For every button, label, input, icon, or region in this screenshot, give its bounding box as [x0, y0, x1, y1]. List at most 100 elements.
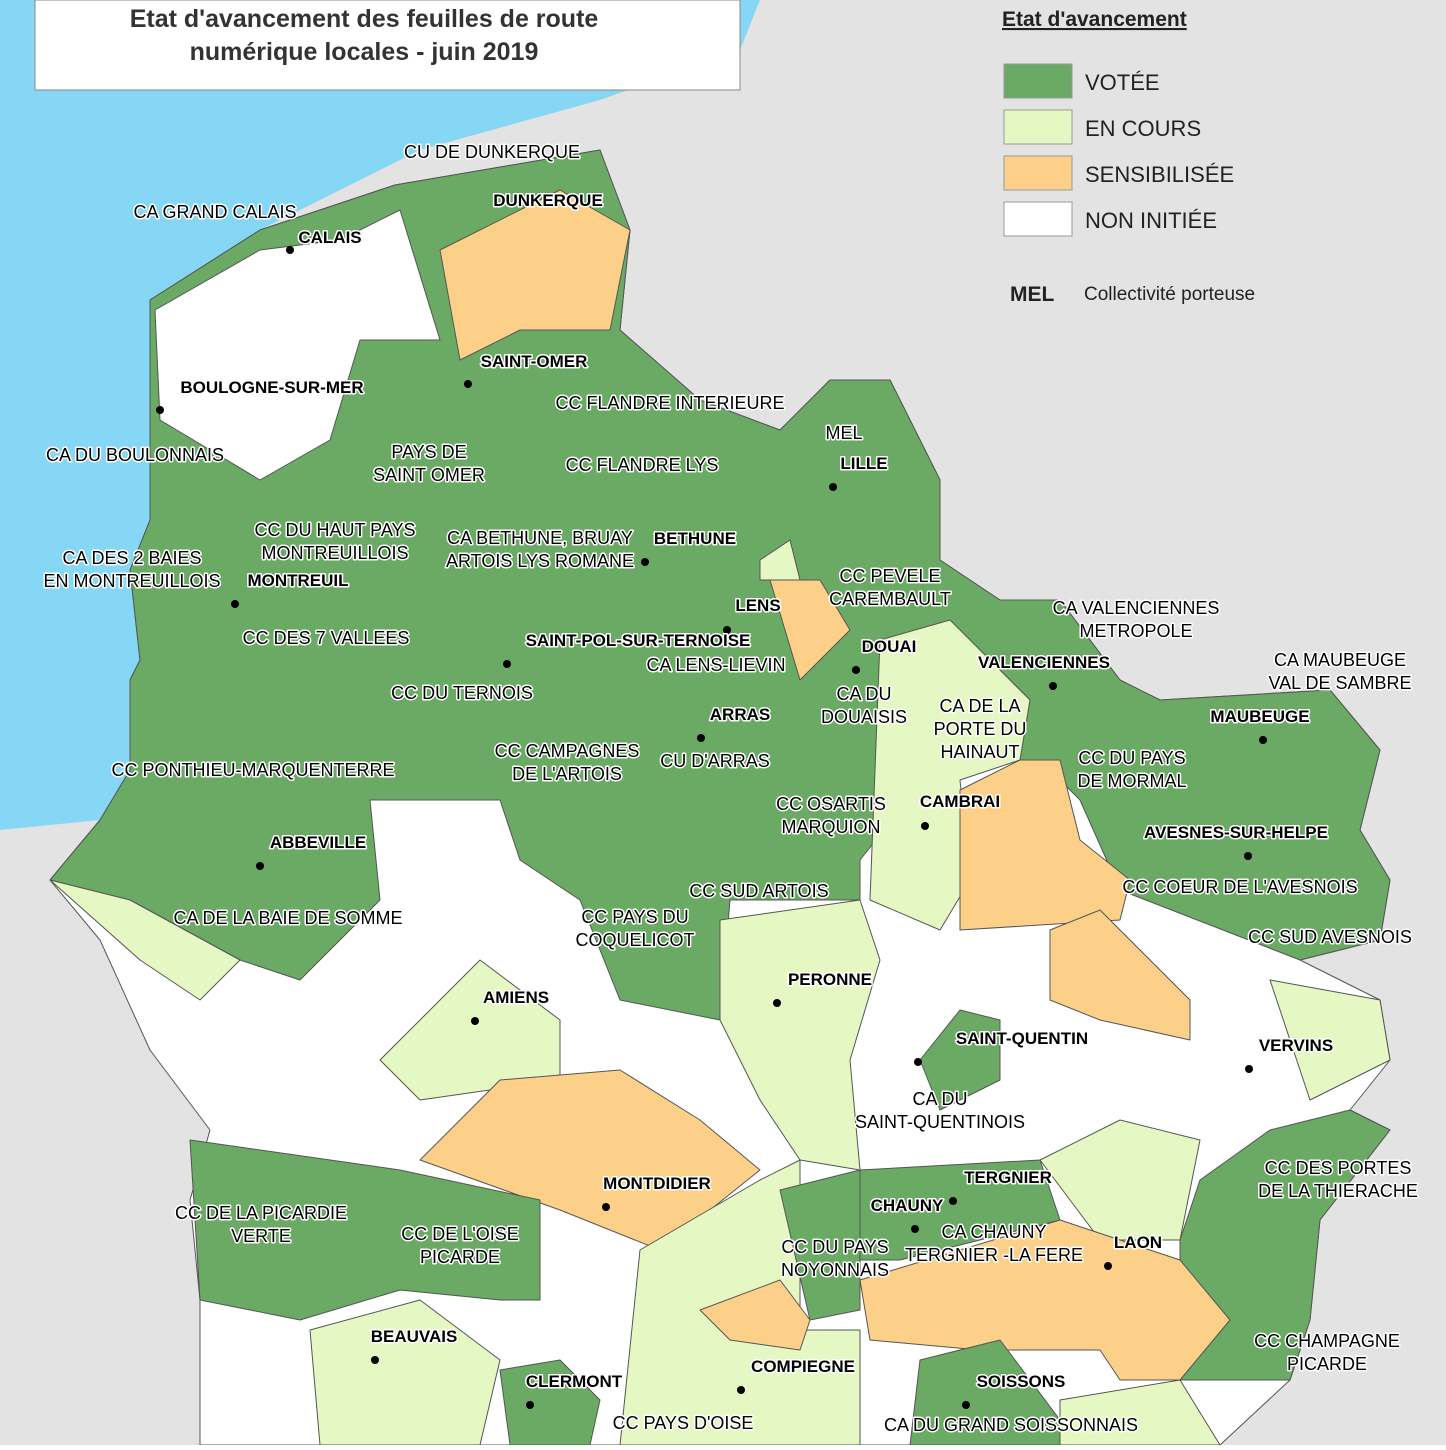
region-label: CC DU TERNOIS — [391, 683, 533, 703]
zone — [379, 959, 561, 1101]
legend-swatch — [1003, 63, 1073, 99]
region-label: CA MAUBEUGE — [1274, 650, 1406, 670]
region-label: CA VALENCIENNES — [1053, 598, 1220, 618]
city-label: VERVINS — [1259, 1036, 1333, 1055]
city-dot — [286, 246, 294, 254]
region-label: PORTE DU — [934, 719, 1027, 739]
labels: CU DE DUNKERQUE CA GRAND CALAIS CC FLANDRE… — [42, 141, 1419, 1437]
legend-swatch — [1003, 155, 1073, 191]
city-label: MONTDIDIER — [603, 1174, 711, 1193]
region-label: CC DE LA PICARDIE — [175, 1203, 347, 1223]
city-dot — [914, 1058, 922, 1066]
city-dot — [1259, 736, 1267, 744]
region-label: CC CHAMPAGNE — [1254, 1331, 1400, 1351]
city-label: AVESNES-SUR-HELPE — [1144, 823, 1328, 842]
city-dot — [911, 1225, 919, 1233]
city-dot — [526, 1401, 534, 1409]
city-label: BEAUVAIS — [371, 1327, 458, 1346]
region-label: ARTOIS LYS ROMANE — [446, 551, 634, 571]
region-label: CA CHAUNY — [941, 1222, 1046, 1242]
region-label: METROPOLE — [1079, 621, 1192, 641]
region-label: VERTE — [231, 1226, 291, 1246]
city-dot — [921, 822, 929, 830]
city-label: DUNKERQUE — [493, 191, 603, 210]
region-label: CC PAYS DU — [581, 907, 688, 927]
title: Etat d'avancement des feuilles de route — [130, 5, 599, 33]
city-dot — [697, 734, 705, 742]
legend-swatch — [1003, 201, 1073, 237]
zones — [49, 149, 1391, 1446]
region-label: CA DU — [836, 684, 891, 704]
region-label: CC DES PORTES — [1265, 1158, 1412, 1178]
city-label: BETHUNE — [654, 529, 736, 548]
city-label: VALENCIENNES — [978, 653, 1110, 672]
legend-note: Collectivité porteuse — [1084, 284, 1255, 305]
region-label: CC SUD ARTOIS — [689, 881, 828, 901]
region-label: CC DU PAYS — [1078, 748, 1185, 768]
region-label: CC DE L'OISE — [401, 1224, 518, 1244]
region-label: CA BETHUNE, BRUAY — [447, 528, 633, 548]
city-label: SAINT-QUENTIN — [956, 1029, 1088, 1048]
city-label: MONTREUIL — [247, 571, 348, 590]
region-label: CC COEUR DE L'AVESNOIS — [1122, 877, 1357, 897]
region-label: VAL DE SAMBRE — [1268, 673, 1411, 693]
city-label: SAINT-OMER — [481, 352, 588, 371]
region-label: TERGNIER -LA FERE — [905, 1245, 1083, 1265]
city-label: SOISSONS — [977, 1372, 1066, 1391]
region-label: DOUAISIS — [821, 707, 907, 727]
legend-title: Etat d'avancement — [1002, 8, 1187, 31]
region-label: DE L'ARTOIS — [512, 764, 622, 784]
region-label: NOYONNAIS — [781, 1260, 889, 1280]
city-dot — [829, 483, 837, 491]
zone — [309, 1299, 501, 1446]
zone — [439, 189, 631, 361]
title-box — [34, 0, 741, 91]
region-label: CU DE DUNKERQUE — [404, 142, 580, 162]
legend-abbreviation: MEL — [1010, 283, 1055, 306]
region-label: MONTREUILLOIS — [261, 543, 408, 563]
zone — [869, 619, 1031, 931]
region-label: CA LENS-LIEVIN — [646, 655, 785, 675]
city-label: CALAIS — [298, 228, 361, 247]
city-label: LENS — [735, 596, 780, 615]
region-label: CC CAMPAGNES — [495, 741, 640, 761]
sea — [0, 0, 760, 830]
legend-label: EN COURS — [1085, 116, 1201, 141]
region-label: CA DE LA — [939, 696, 1020, 716]
region-label: PICARDE — [1287, 1354, 1367, 1374]
region-label: CC PAYS D'OISE — [613, 1413, 754, 1433]
city-label: LILLE — [840, 454, 887, 473]
zone — [859, 1159, 1061, 1261]
city-dot — [256, 862, 264, 870]
city-dot — [1049, 682, 1057, 690]
legend-label: SENSIBILISÉE — [1085, 162, 1234, 187]
region-label: CC DU PAYS — [781, 1237, 888, 1257]
city-dot — [641, 558, 649, 566]
region-label: CC FLANDRE INTERIEURE — [555, 393, 784, 413]
city-dot — [1244, 852, 1252, 860]
zone — [919, 1009, 1001, 1111]
city-dot — [371, 1356, 379, 1364]
zone — [1039, 1119, 1201, 1241]
region-label: EN MONTREUILLOIS — [43, 571, 220, 591]
region-label: CC PONTHIEU-MARQUENTERRE — [111, 760, 394, 780]
city-label: CAMBRAI — [920, 792, 1000, 811]
city-dot — [503, 660, 511, 668]
city-dot — [1245, 1065, 1253, 1073]
city-dot — [737, 1386, 745, 1394]
region-label: CC PEVELE — [839, 566, 940, 586]
region-label: CA GRAND CALAIS — [133, 202, 296, 222]
region-label: SAINT-QUENTINOIS — [855, 1112, 1025, 1132]
region-label: CU D'ARRAS — [660, 751, 769, 771]
zone — [154, 209, 441, 481]
region-label: CC FLANDRE LYS — [566, 455, 719, 475]
zone — [419, 1069, 761, 1251]
city-dot — [471, 1017, 479, 1025]
region-label: CA DU — [912, 1089, 967, 1109]
region-label: DE LA THIERACHE — [1258, 1181, 1418, 1201]
city-label: AMIENS — [483, 988, 549, 1007]
city-label: ARRAS — [710, 705, 770, 724]
region-label: CC SUD AVESNOIS — [1248, 927, 1412, 947]
city-label: CLERMONT — [526, 1372, 623, 1391]
